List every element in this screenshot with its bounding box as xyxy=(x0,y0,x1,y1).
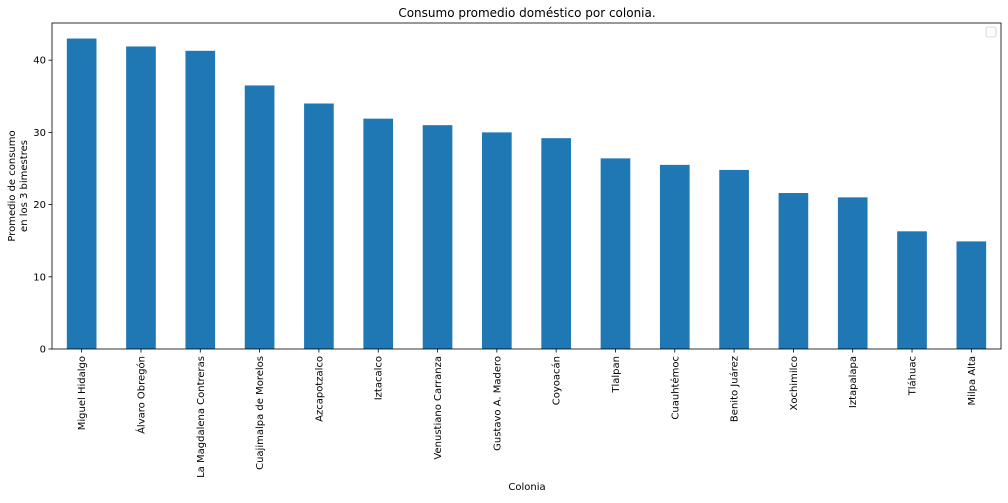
x-tick-label-15: Milpa Alta xyxy=(967,356,978,406)
bar-7 xyxy=(482,132,512,349)
y-tick-label-0: 0 xyxy=(40,345,46,356)
bar-13 xyxy=(837,197,868,349)
bar-14 xyxy=(897,231,927,349)
bar-12 xyxy=(778,193,809,349)
chart-title: Consumo promedio doméstico por colonia. xyxy=(398,6,655,20)
x-tick-label-9: Tlalpan xyxy=(611,356,622,394)
y-tick-label-3: 30 xyxy=(33,128,46,139)
y-tick-label-4: 40 xyxy=(33,56,46,67)
bar-0 xyxy=(66,38,97,350)
x-tick-label-6: Venustiano Carranza xyxy=(433,356,444,460)
y-tick-label-1: 10 xyxy=(33,272,46,283)
bar-4 xyxy=(304,103,334,349)
x-tick-label-7: Gustavo A. Madero xyxy=(492,356,503,451)
y-axis-label-line-2: en los 3 bimestres xyxy=(19,140,30,232)
plot-frame xyxy=(51,22,1002,350)
x-tick-label-13: Iztapalapa xyxy=(848,356,859,408)
bar-5 xyxy=(363,118,394,350)
x-tick-label-0: Miguel Hidalgo xyxy=(77,356,88,430)
x-tick-label-1: Álvaro Obregón xyxy=(134,356,147,434)
y-axis-label-line-1: Promedio de consumo xyxy=(7,130,18,241)
x-tick-label-12: Xochimilco xyxy=(789,356,800,411)
bar-2 xyxy=(185,50,216,349)
x-axis-label: Colonia xyxy=(508,482,545,493)
x-tick-label-8: Coyoacán xyxy=(551,356,563,405)
x-tick-label-3: Cuajimalpa de Morelos xyxy=(255,356,266,470)
bar-9 xyxy=(600,158,631,349)
x-tick-label-2: La Magdalena Contreras xyxy=(196,356,207,478)
y-tick-label-2: 20 xyxy=(33,200,46,211)
x-tick-label-5: Iztacalco xyxy=(374,356,385,400)
x-tick-label-10: Cuauhtémoc xyxy=(669,356,681,420)
legend-box xyxy=(985,26,997,38)
x-tick-label-11: Benito Juárez xyxy=(729,356,741,422)
bar-6 xyxy=(422,125,453,349)
bar-10 xyxy=(659,164,690,349)
bar-15 xyxy=(956,241,987,349)
bar-8 xyxy=(541,138,571,349)
x-tick-label-14: Tláhuac xyxy=(907,356,919,396)
x-tick-label-4: Azcapotzalco xyxy=(314,356,325,422)
bar-3 xyxy=(244,85,275,349)
bar-1 xyxy=(126,46,156,350)
bar-11 xyxy=(719,169,749,349)
